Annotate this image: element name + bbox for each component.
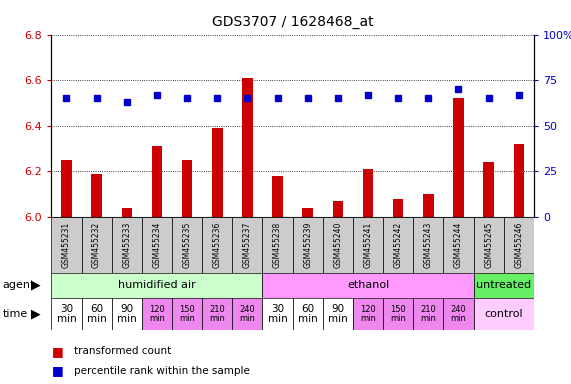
Bar [232,217,263,273]
Bar [272,176,283,217]
Bar [473,217,504,273]
Text: GSM455242: GSM455242 [393,222,403,268]
Text: 120
min: 120 min [360,305,376,323]
Text: control: control [484,309,523,319]
Text: GSM455233: GSM455233 [122,222,131,268]
Text: 90
min: 90 min [117,303,136,324]
Bar [413,217,444,273]
Bar [263,298,292,330]
Bar [51,217,82,273]
Bar [263,217,292,273]
Text: GSM455241: GSM455241 [364,222,372,268]
Bar [142,298,172,330]
Text: GDS3707 / 1628468_at: GDS3707 / 1628468_at [212,15,373,29]
Bar [232,298,263,330]
Text: 30
min: 30 min [268,303,287,324]
Bar [444,217,473,273]
Bar [263,273,473,298]
Text: ethanol: ethanol [347,280,389,290]
Text: ▶: ▶ [31,308,41,320]
Bar [61,160,72,217]
Text: GSM455243: GSM455243 [424,222,433,268]
Text: 30
min: 30 min [57,303,77,324]
Bar [112,298,142,330]
Text: ■: ■ [51,345,63,358]
Bar [444,298,473,330]
Text: GSM455237: GSM455237 [243,222,252,268]
Bar [353,217,383,273]
Text: GSM455244: GSM455244 [454,222,463,268]
Text: time: time [3,309,28,319]
Bar [383,298,413,330]
Bar [363,169,373,217]
Text: untreated: untreated [476,280,531,290]
Bar [202,298,232,330]
Bar [91,174,102,217]
Bar [513,144,524,217]
Bar [122,208,132,217]
Bar [242,78,253,217]
Bar [323,217,353,273]
Text: GSM455234: GSM455234 [152,222,162,268]
Bar [353,298,383,330]
Text: GSM455236: GSM455236 [213,222,222,268]
Text: ▶: ▶ [31,279,41,291]
Bar [152,146,162,217]
Bar [82,298,112,330]
Text: transformed count: transformed count [74,346,171,356]
Bar [473,298,534,330]
Text: 90
min: 90 min [328,303,348,324]
Bar [332,201,343,217]
Bar [383,217,413,273]
Text: ■: ■ [51,364,63,377]
Bar [292,217,323,273]
Bar [303,208,313,217]
Text: percentile rank within the sample: percentile rank within the sample [74,366,250,376]
Bar [202,217,232,273]
Bar [142,217,172,273]
Bar [292,298,323,330]
Bar [504,217,534,273]
Bar [393,199,404,217]
Text: 210
min: 210 min [210,305,225,323]
Bar [413,298,444,330]
Text: 240
min: 240 min [239,305,255,323]
Text: humidified air: humidified air [118,280,196,290]
Bar [82,217,112,273]
Text: 60
min: 60 min [87,303,107,324]
Text: GSM455245: GSM455245 [484,222,493,268]
Text: 120
min: 120 min [149,305,165,323]
Bar [323,298,353,330]
Text: agent: agent [3,280,35,290]
Bar [484,162,494,217]
Bar [423,194,433,217]
Bar [51,298,82,330]
Bar [453,98,464,217]
Text: GSM455235: GSM455235 [183,222,192,268]
Bar [212,128,223,217]
Bar [172,217,202,273]
Bar [182,160,192,217]
Text: 210
min: 210 min [420,305,436,323]
Text: 150
min: 150 min [390,305,406,323]
Text: GSM455238: GSM455238 [273,222,282,268]
Text: GSM455231: GSM455231 [62,222,71,268]
Bar [172,298,202,330]
Bar [112,217,142,273]
Text: 60
min: 60 min [298,303,317,324]
Text: 240
min: 240 min [451,305,467,323]
Text: GSM455246: GSM455246 [514,222,523,268]
Bar [473,273,534,298]
Text: 150
min: 150 min [179,305,195,323]
Text: GSM455239: GSM455239 [303,222,312,268]
Text: GSM455232: GSM455232 [92,222,101,268]
Bar [51,273,263,298]
Text: GSM455240: GSM455240 [333,222,343,268]
